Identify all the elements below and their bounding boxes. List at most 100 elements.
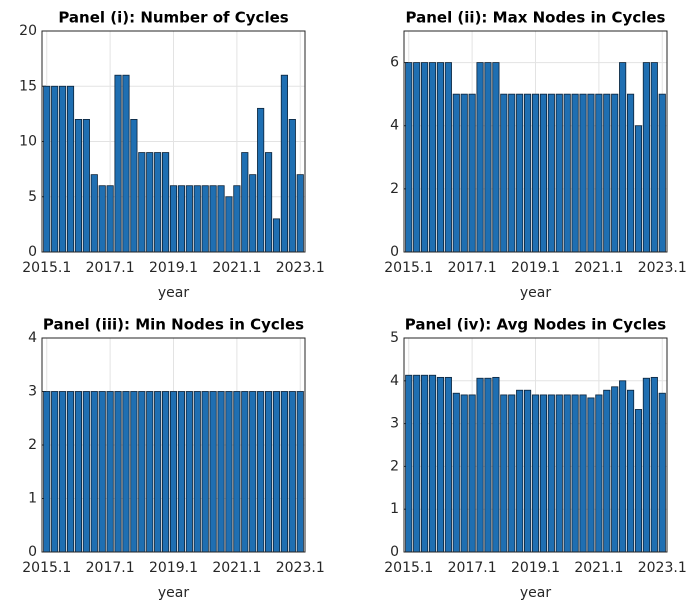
bar xyxy=(193,391,201,553)
bar xyxy=(436,376,445,553)
bar xyxy=(413,62,421,253)
bar xyxy=(264,152,273,253)
bar xyxy=(603,93,611,253)
y-tick-label: 0 xyxy=(28,244,37,260)
bar xyxy=(452,93,460,253)
bar xyxy=(421,62,429,253)
y-tick-label: 0 xyxy=(390,544,399,560)
axes-box xyxy=(403,30,668,253)
bar xyxy=(146,391,154,553)
chart-title: Panel (i): Number of Cycles xyxy=(58,9,288,27)
bar xyxy=(185,391,193,553)
x-tick-label: 2019.1 xyxy=(511,260,560,276)
bar xyxy=(201,391,209,553)
bar xyxy=(288,119,296,253)
bar xyxy=(650,376,658,553)
chart-title: Panel (ii): Max Nodes in Cycles xyxy=(406,9,666,27)
bar xyxy=(296,391,304,553)
bar xyxy=(154,152,162,253)
bar xyxy=(579,394,587,553)
bar xyxy=(444,62,452,253)
bar xyxy=(452,392,460,553)
bar xyxy=(547,394,555,553)
x-axis-label: year xyxy=(520,585,551,601)
bar xyxy=(138,152,146,253)
bar xyxy=(90,174,98,253)
bar xyxy=(436,62,445,253)
y-tick-label: 5 xyxy=(28,189,37,205)
x-axis-label: year xyxy=(158,285,189,301)
bar xyxy=(460,394,468,553)
bar xyxy=(492,62,500,253)
y-tick-label: 15 xyxy=(19,78,37,94)
bar xyxy=(106,185,114,253)
bar xyxy=(225,391,233,553)
y-tick-label: 6 xyxy=(390,55,399,71)
x-tick-label: 2017.1 xyxy=(448,260,497,276)
y-tick-label: 2 xyxy=(390,458,399,474)
bar xyxy=(650,62,658,253)
bar xyxy=(484,377,492,553)
chart-title: Panel (iii): Min Nodes in Cycles xyxy=(43,316,304,334)
bar xyxy=(658,392,666,553)
y-tick-label: 3 xyxy=(28,384,37,400)
bar xyxy=(146,152,154,253)
x-tick-label: 2015.1 xyxy=(22,560,71,576)
bar xyxy=(603,389,611,553)
bar xyxy=(257,107,265,253)
bar xyxy=(98,185,106,253)
bar xyxy=(579,93,587,253)
axes-box xyxy=(41,30,306,253)
x-tick-label: 2021.1 xyxy=(574,260,623,276)
bar xyxy=(59,391,67,553)
x-tick-label: 2015.1 xyxy=(22,260,71,276)
x-tick-label: 2019.1 xyxy=(149,560,198,576)
bar xyxy=(98,391,106,553)
bar xyxy=(508,394,516,553)
x-tick-label: 2023.1 xyxy=(276,560,325,576)
bar xyxy=(595,93,603,253)
bar xyxy=(233,391,241,553)
x-tick-label: 2023.1 xyxy=(638,560,687,576)
x-tick-label: 2021.1 xyxy=(212,260,261,276)
bar xyxy=(595,394,603,553)
bar xyxy=(51,85,59,253)
bar xyxy=(547,93,555,253)
bar xyxy=(90,391,98,553)
bar xyxy=(531,93,540,253)
bar xyxy=(106,391,114,553)
bar xyxy=(634,125,643,253)
bar xyxy=(225,196,233,253)
bar xyxy=(264,391,273,553)
x-tick-label: 2017.1 xyxy=(448,560,497,576)
bar xyxy=(563,394,571,553)
bar xyxy=(154,391,162,553)
bar xyxy=(122,74,130,253)
bar xyxy=(288,391,296,553)
bar xyxy=(66,85,75,253)
bar xyxy=(249,174,257,253)
bar xyxy=(177,185,185,253)
bar xyxy=(619,62,627,253)
bar xyxy=(500,93,508,253)
bar xyxy=(524,389,532,553)
y-tick-label: 4 xyxy=(390,373,399,389)
bar xyxy=(193,185,201,253)
bar xyxy=(82,391,90,553)
y-tick-label: 2 xyxy=(390,181,399,197)
bar xyxy=(428,62,437,253)
bar xyxy=(257,391,265,553)
bar xyxy=(201,185,209,253)
y-tick-label: 1 xyxy=(390,501,399,517)
bar xyxy=(539,394,547,553)
bar xyxy=(114,74,122,253)
bar xyxy=(280,74,288,253)
x-tick-label: 2023.1 xyxy=(276,260,325,276)
bar xyxy=(587,93,595,253)
bar xyxy=(626,389,635,553)
y-tick-label: 4 xyxy=(28,330,37,346)
bar xyxy=(169,185,178,253)
bar xyxy=(249,391,257,553)
bar xyxy=(74,391,83,553)
bar xyxy=(66,391,75,553)
